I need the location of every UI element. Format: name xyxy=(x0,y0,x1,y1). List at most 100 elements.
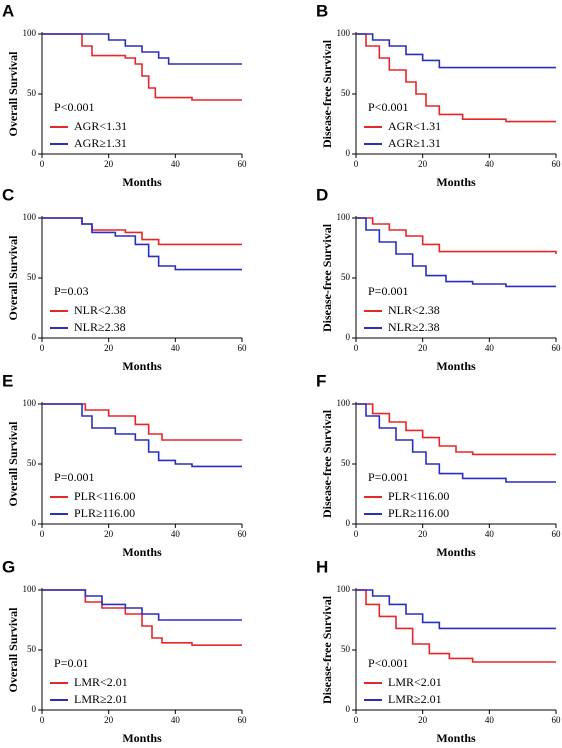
legend-label: LMR<2.01 xyxy=(74,675,128,689)
y-axis-label: Overall Survival xyxy=(6,51,20,137)
panel-letter: H xyxy=(316,557,328,576)
y-axis-label: Overall Survival xyxy=(6,607,20,693)
survival-curve xyxy=(42,403,242,441)
legend-label: LMR≥2.01 xyxy=(388,692,442,706)
survival-curve xyxy=(42,217,242,271)
panel: A Overall Survival Months 0 50 100 0 20 40 60 P<0.… xyxy=(2,1,247,188)
panel-letter: C xyxy=(2,185,14,204)
y-tick-label: 100 xyxy=(337,398,351,408)
x-tick-label: 40 xyxy=(171,159,181,169)
legend-label: NLR<2.38 xyxy=(74,303,126,317)
x-axis-label: Months xyxy=(436,175,476,189)
x-tick-label: 60 xyxy=(238,715,248,725)
survival-curve xyxy=(356,589,556,630)
panel-letter: A xyxy=(2,1,14,20)
survival-curve xyxy=(356,33,556,123)
y-tick-label: 100 xyxy=(337,212,351,222)
legend-label: PLR≥116.00 xyxy=(74,506,135,520)
y-axis-label: Disease-free Survival xyxy=(320,223,334,332)
x-axis-label: Months xyxy=(122,545,162,559)
x-tick-label: 0 xyxy=(354,159,359,169)
p-value: P<0.001 xyxy=(54,100,94,114)
panel-letter: B xyxy=(316,1,328,20)
x-tick-label: 60 xyxy=(238,343,248,353)
x-axis-label: Months xyxy=(436,731,476,745)
legend-label: AGR<1.31 xyxy=(74,119,127,133)
survival-curve xyxy=(42,217,242,246)
y-tick-label: 50 xyxy=(27,88,37,98)
p-value: P<0.001 xyxy=(368,100,408,114)
survival-curve xyxy=(42,403,242,468)
p-value: P=0.01 xyxy=(54,656,88,670)
legend-label: PLR<116.00 xyxy=(74,489,135,503)
y-tick-label: 50 xyxy=(27,272,37,282)
x-tick-label: 40 xyxy=(171,343,181,353)
survival-curve xyxy=(356,217,556,288)
y-axis-label: Disease-free Survival xyxy=(320,409,334,518)
y-tick-label: 0 xyxy=(32,332,37,342)
x-tick-label: 60 xyxy=(552,343,562,353)
panel: D Disease-free Survival Months 0 50 100 0 20 40 6… xyxy=(316,185,561,372)
p-value: P=0.03 xyxy=(54,284,88,298)
y-tick-label: 50 xyxy=(341,644,351,654)
x-axis-label: Months xyxy=(122,731,162,745)
legend-label: PLR≥116.00 xyxy=(388,506,449,520)
x-tick-label: 20 xyxy=(104,343,114,353)
y-tick-label: 50 xyxy=(27,644,37,654)
legend-label: NLR≥2.38 xyxy=(388,320,440,334)
panel: E Overall Survival Months 0 50 100 0 20 40 60 P=0.… xyxy=(2,371,247,558)
survival-curve xyxy=(356,217,557,254)
x-tick-label: 20 xyxy=(104,159,114,169)
panel: H Disease-free Survival Months 0 50 100 0 20 40 6… xyxy=(316,557,561,744)
legend-label: LMR<2.01 xyxy=(388,675,442,689)
x-tick-label: 0 xyxy=(354,343,359,353)
y-axis-label: Overall Survival xyxy=(6,421,20,507)
y-tick-label: 50 xyxy=(27,458,37,468)
x-tick-label: 20 xyxy=(418,529,428,539)
x-tick-label: 40 xyxy=(485,343,495,353)
y-tick-label: 100 xyxy=(23,584,37,594)
x-tick-label: 40 xyxy=(171,715,181,725)
x-axis-label: Months xyxy=(436,359,476,373)
x-axis-label: Months xyxy=(122,175,162,189)
survival-curve xyxy=(42,33,242,101)
x-tick-label: 40 xyxy=(171,529,181,539)
survival-curve xyxy=(356,589,556,663)
y-tick-label: 50 xyxy=(341,272,351,282)
panel: G Overall Survival Months 0 50 100 0 20 40 60 P=0.… xyxy=(2,557,247,744)
y-axis-label: Overall Survival xyxy=(6,235,20,321)
y-tick-label: 0 xyxy=(32,148,37,158)
legend-label: PLR<116.00 xyxy=(388,489,449,503)
x-tick-label: 0 xyxy=(40,159,45,169)
legend-label: NLR<2.38 xyxy=(388,303,440,317)
y-tick-label: 0 xyxy=(346,332,351,342)
x-tick-label: 0 xyxy=(40,529,45,539)
x-tick-label: 0 xyxy=(40,715,45,725)
panel-letter: D xyxy=(316,185,328,204)
p-value: P=0.001 xyxy=(368,284,408,298)
y-tick-label: 100 xyxy=(337,584,351,594)
panel-letter: E xyxy=(2,371,13,390)
legend-label: NLR≥2.38 xyxy=(74,320,126,334)
x-tick-label: 40 xyxy=(485,715,495,725)
y-tick-label: 100 xyxy=(23,398,37,408)
x-axis-label: Months xyxy=(436,545,476,559)
y-tick-label: 0 xyxy=(346,518,351,528)
x-tick-label: 20 xyxy=(104,715,114,725)
survival-curve xyxy=(356,33,556,69)
x-tick-label: 20 xyxy=(104,529,114,539)
p-value: P<0.001 xyxy=(368,656,408,670)
panel-letter: F xyxy=(316,371,326,390)
survival-curve xyxy=(42,589,242,646)
x-tick-label: 20 xyxy=(418,715,428,725)
y-tick-label: 0 xyxy=(32,704,37,714)
panel: C Overall Survival Months 0 50 100 0 20 40 60 P=0.… xyxy=(2,185,247,372)
y-tick-label: 100 xyxy=(337,28,351,38)
y-tick-label: 0 xyxy=(32,518,37,528)
y-axis-label: Disease-free Survival xyxy=(320,595,334,704)
x-tick-label: 20 xyxy=(418,343,428,353)
panel-letter: G xyxy=(2,557,15,576)
x-tick-label: 60 xyxy=(238,529,248,539)
x-tick-label: 0 xyxy=(354,715,359,725)
